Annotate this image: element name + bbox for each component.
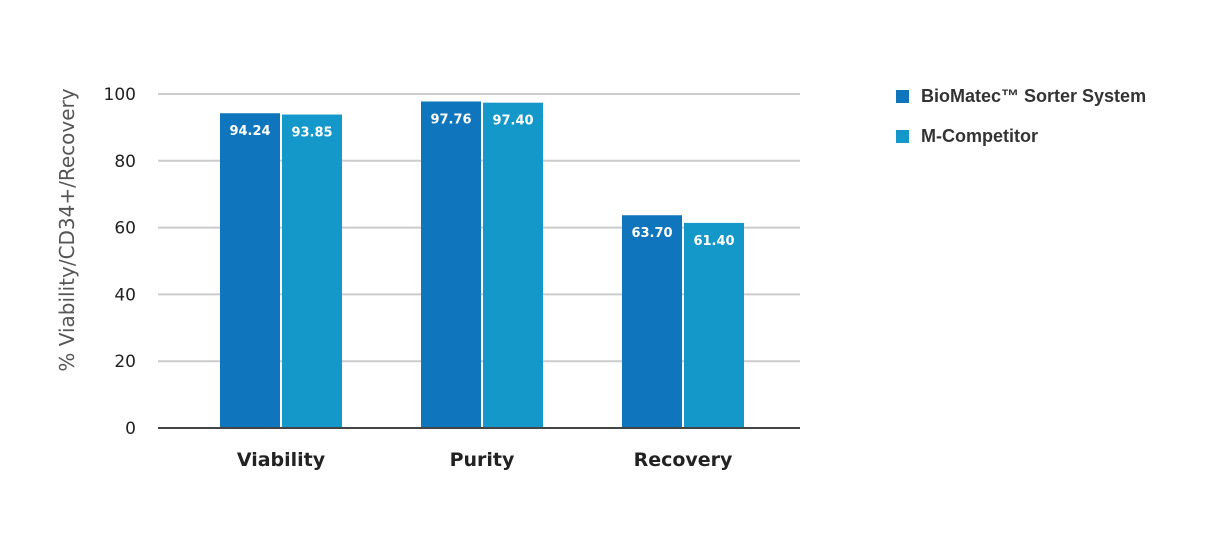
y-tick-label: 80 bbox=[114, 152, 136, 172]
bar-purity-series-2 bbox=[483, 102, 543, 429]
bar-viability-series-1 bbox=[220, 113, 280, 428]
y-tick-label: 100 bbox=[104, 85, 136, 105]
bars: 94.24 93.85 97.76 97.40 63.70 61.40 bbox=[220, 101, 744, 429]
data-label: 93.85 bbox=[291, 126, 332, 141]
data-label: 63.70 bbox=[631, 226, 672, 241]
y-tick-label: 0 bbox=[125, 419, 136, 439]
x-category-label: Recovery bbox=[634, 449, 733, 471]
bar-purity-series-1 bbox=[421, 101, 481, 428]
data-label: 97.76 bbox=[430, 112, 471, 127]
legend-item-series-1: BioMatec™ Sorter System bbox=[896, 84, 1146, 108]
legend-item-series-2: M-Competitor bbox=[896, 124, 1146, 148]
data-label: 94.24 bbox=[229, 124, 270, 139]
bar-recovery-series-1 bbox=[622, 215, 682, 428]
y-axis-title: % Viability/CD34+/Recovery bbox=[55, 88, 79, 371]
y-tick-label: 40 bbox=[114, 285, 136, 305]
bar-recovery-series-2 bbox=[684, 222, 744, 428]
axes: 0 20 40 60 80 100 Viability Purity Recovery bbox=[104, 85, 800, 471]
legend-swatch-series-1 bbox=[896, 89, 909, 103]
x-category-label: Viability bbox=[237, 449, 326, 471]
y-tick-label: 60 bbox=[114, 219, 136, 239]
bar-viability-series-2 bbox=[282, 114, 342, 428]
legend: BioMatec™ Sorter System M-Competitor bbox=[896, 84, 1146, 164]
legend-label-series-2: M-Competitor bbox=[921, 125, 1038, 146]
y-tick-label: 20 bbox=[114, 352, 136, 372]
legend-label-series-1: BioMatec™ Sorter System bbox=[921, 85, 1147, 106]
x-category-label: Purity bbox=[450, 449, 515, 471]
data-label: 97.40 bbox=[492, 114, 533, 129]
data-label: 61.40 bbox=[693, 234, 734, 249]
legend-swatch-series-2 bbox=[896, 129, 909, 143]
